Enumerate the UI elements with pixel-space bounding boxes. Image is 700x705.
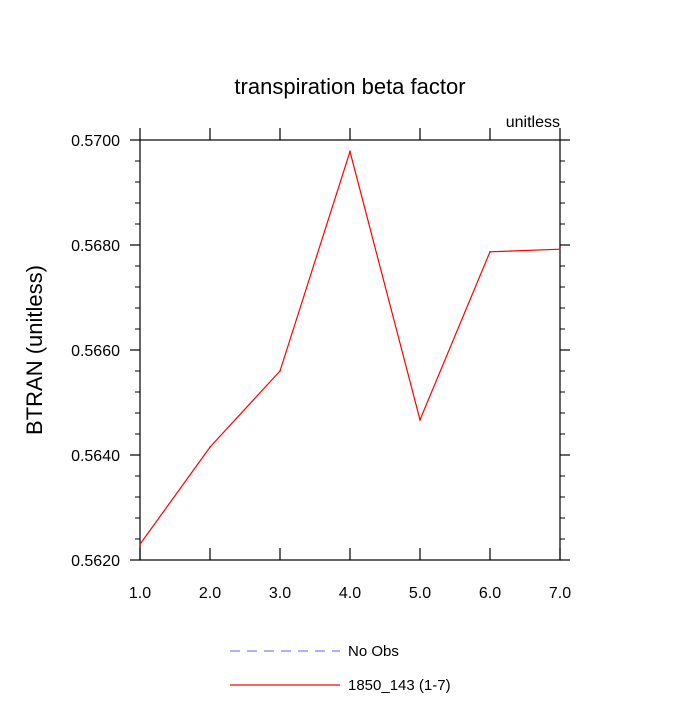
x-tick-label: 3.0 [269, 585, 291, 602]
y-tick-label: 0.5640 [71, 448, 120, 465]
legend-label: No Obs [348, 643, 399, 660]
units-label: unitless [506, 114, 560, 131]
x-tick-label: 1.0 [129, 585, 151, 602]
plot-frame [139, 139, 561, 561]
legend: No Obs 1850_143 (1-7) [230, 643, 451, 694]
data-point [559, 248, 561, 250]
y-tick-label: 0.5700 [71, 133, 120, 150]
x-tick-label: 4.0 [339, 585, 361, 602]
y-tick-label: 0.5680 [71, 238, 120, 255]
data-point [489, 251, 491, 253]
axis-ticks [130, 128, 570, 561]
x-tick-label: 5.0 [409, 585, 431, 602]
series-line [139, 149, 561, 545]
data-point [279, 370, 281, 372]
data-point [419, 419, 421, 421]
data-point [139, 543, 141, 546]
x-tick-labels: 1.0 2.0 3.0 4.0 5.0 6.0 7.0 [129, 585, 571, 602]
x-tick-label: 2.0 [199, 585, 221, 602]
series-layer [139, 149, 561, 546]
data-point [349, 150, 351, 153]
x-tick-label: 6.0 [479, 585, 501, 602]
y-tick-label: 0.5620 [71, 553, 120, 570]
chart-title: transpiration beta factor [234, 74, 465, 99]
data-point [209, 446, 211, 448]
x-tick-label: 7.0 [549, 585, 571, 602]
y-axis-label: BTRAN (unitless) [22, 265, 47, 435]
y-tick-labels: 0.5620 0.5640 0.5660 0.5680 0.5700 [71, 133, 120, 570]
y-tick-label: 0.5660 [71, 343, 120, 360]
legend-label: 1850_143 (1-7) [348, 677, 451, 694]
